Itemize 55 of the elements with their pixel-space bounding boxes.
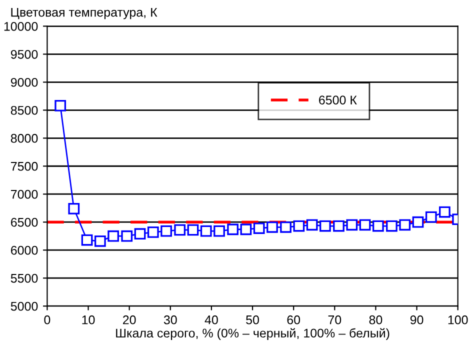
y-tick-label: 8000 [10, 134, 38, 143]
x-tick-label: 0 [44, 315, 50, 324]
y-tick-label: 8500 [10, 106, 38, 115]
y-tick-label: 9000 [10, 78, 38, 87]
y-tick-label: 7000 [11, 190, 38, 199]
y-axis-title: Цветовая температура, К [11, 8, 158, 20]
x-tick-label: 60 [287, 315, 300, 324]
point [346, 219, 358, 231]
point [333, 220, 344, 232]
point [439, 206, 450, 218]
y-tick-label: 9500 [10, 50, 38, 59]
point [121, 230, 133, 242]
legend-label: 6500 К [319, 96, 357, 104]
point [160, 225, 172, 237]
y-tick-label: 5000 [10, 302, 38, 311]
point [81, 234, 93, 246]
x-tick-label: 100 [448, 315, 468, 324]
x-tick-label: 20 [123, 315, 136, 324]
point [266, 221, 278, 233]
point [386, 220, 398, 232]
x-tick-label: 40 [204, 315, 218, 324]
y-tick-label: 6500 [11, 218, 38, 227]
point [174, 224, 186, 236]
point [372, 220, 384, 232]
point [399, 219, 411, 231]
x-tick-label: 10 [82, 315, 95, 324]
x-tick-label: 50 [246, 315, 259, 324]
point [293, 220, 305, 232]
point [134, 228, 146, 240]
x-tick-label: 30 [164, 315, 177, 324]
x-tick-label: 80 [369, 315, 382, 324]
point [240, 224, 252, 236]
y-tick-label: 7500 [11, 162, 38, 171]
point [253, 222, 265, 234]
point [200, 225, 212, 237]
y-tick-label: 6000 [11, 246, 38, 255]
point [412, 216, 424, 228]
y-tick-label: 5500 [10, 274, 38, 283]
point [187, 224, 199, 236]
point [320, 220, 331, 232]
y-tick-label: 10000 [4, 22, 38, 31]
point [280, 221, 292, 233]
point [94, 235, 106, 247]
point [54, 100, 66, 112]
x-tick-label: 70 [328, 315, 342, 324]
point [214, 225, 225, 237]
point [68, 202, 80, 214]
x-axis-title: Шкала серого, % (0% – черный, 100% – белый) [116, 328, 390, 340]
point [359, 219, 371, 231]
point [108, 230, 120, 242]
point [425, 211, 437, 223]
point [147, 226, 159, 238]
point [306, 219, 318, 231]
x-tick-label: 90 [410, 315, 424, 324]
point [227, 224, 239, 236]
